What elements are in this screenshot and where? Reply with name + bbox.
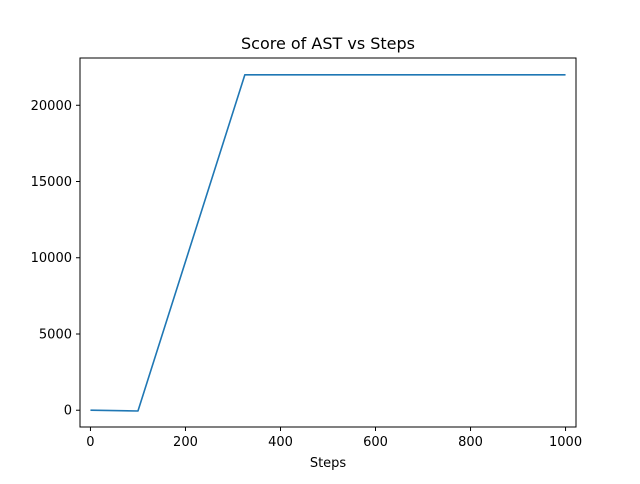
x-tick-label: 200 [173,435,198,450]
chart-title: Score of AST vs Steps [241,34,415,53]
series-line-0 [90,73,566,412]
x-tick-label: 800 [458,435,483,450]
x-tick-label: 400 [268,435,293,450]
y-tick-label: 20000 [31,99,72,114]
x-axis-label: Steps [310,456,347,471]
x-tick-label: 600 [363,435,388,450]
y-tick-label: 0 [64,404,72,419]
y-tick-label: 5000 [39,327,72,342]
y-tick-label: 10000 [31,251,72,266]
x-tick-label: 0 [86,435,94,450]
y-tick-label: 15000 [31,175,72,190]
x-tick-label: 1000 [549,435,582,450]
axes-frame [79,57,577,428]
